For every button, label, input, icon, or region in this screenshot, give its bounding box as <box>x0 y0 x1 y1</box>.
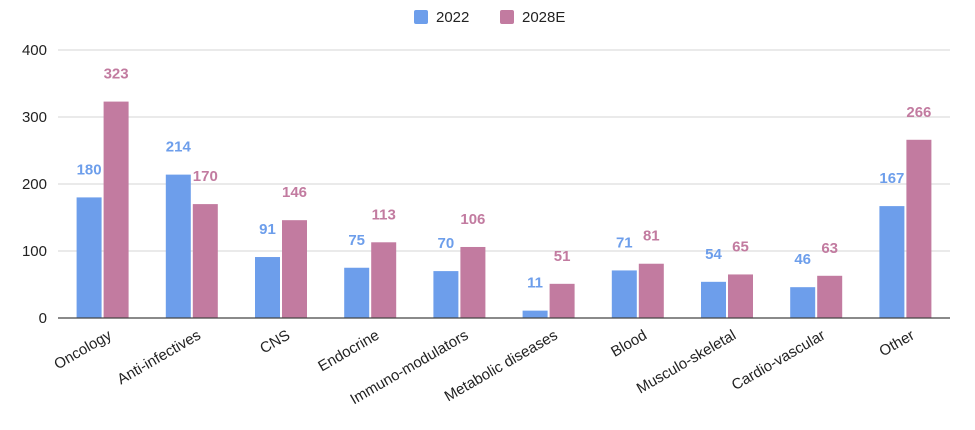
y-tick-label: 200 <box>22 176 47 193</box>
x-axis: Oncology Anti-infectives CNS EndocrineImmun… <box>51 317 950 408</box>
data-label: 146 <box>282 184 307 201</box>
bar-2028E-oncology <box>103 101 129 318</box>
x-tick-label: Blood <box>608 327 650 361</box>
data-label: 180 <box>77 161 102 178</box>
data-label: 75 <box>348 232 365 249</box>
data-label: 54 <box>705 246 722 263</box>
y-tick-label: 100 <box>22 243 47 260</box>
x-tick-label: Anti-infectives <box>114 327 203 388</box>
bar-2022-other <box>879 206 905 318</box>
bar-2022-metabolic-diseases <box>522 310 548 318</box>
bar-2028E-metabolic-diseases <box>549 283 575 318</box>
x-tick-label: Oncology <box>51 326 115 373</box>
bar-2028E-cardio-vascular <box>817 275 843 318</box>
bar-2028E-immuno-modulators <box>460 246 486 318</box>
bar-2022-endocrine <box>344 267 370 318</box>
data-label: 106 <box>460 211 485 228</box>
legend-label: 2022 <box>436 9 469 26</box>
x-tick-label: Musculo-skeletal <box>634 327 739 398</box>
bar-2022-immuno-modulators <box>433 271 459 318</box>
bar-2028E-blood <box>638 263 664 318</box>
data-label: 70 <box>438 235 455 252</box>
bars-group <box>76 101 932 318</box>
x-tick-label: Cardio-vascular <box>729 327 828 394</box>
gridlines <box>58 49 950 252</box>
x-tick-label: Other <box>876 327 917 360</box>
data-label: 11 <box>527 275 543 292</box>
data-label: 113 <box>372 206 396 223</box>
data-label: 214 <box>166 139 192 156</box>
bar-2022-anti-infectives <box>165 174 191 318</box>
legend-swatch <box>414 10 428 24</box>
data-label: 323 <box>104 66 129 83</box>
x-tick-label: Endocrine <box>315 327 382 375</box>
bar-2028E-anti-infectives <box>192 204 218 318</box>
data-label: 170 <box>193 168 218 185</box>
bar-2022-cardio-vascular <box>790 287 816 318</box>
y-axis: 0 100 200 300 400 <box>22 42 47 327</box>
y-tick-label: 400 <box>22 42 47 59</box>
y-tick-label: 300 <box>22 109 47 126</box>
data-label: 46 <box>794 251 811 268</box>
data-label: 81 <box>643 228 660 245</box>
bar-2028E-other <box>906 139 932 318</box>
data-label: 71 <box>616 234 633 251</box>
bar-2028E-musculo-skeletal <box>728 274 753 318</box>
bar-2022-oncology <box>76 197 102 318</box>
legend-label: 2028E <box>522 9 565 26</box>
x-tick-label: CNS <box>257 327 293 358</box>
legend-swatch <box>500 10 514 24</box>
y-tick-label: 0 <box>39 310 47 327</box>
bar-2022-musculo-skeletal <box>701 281 726 318</box>
data-label: 266 <box>906 104 931 121</box>
data-label: 51 <box>554 248 571 265</box>
data-label: 65 <box>732 238 749 255</box>
bar-2028E-cns <box>282 220 307 318</box>
bar-2028E-endocrine <box>371 242 397 318</box>
bar-2022-blood <box>611 270 637 318</box>
data-label: 91 <box>259 221 276 238</box>
data-label: 167 <box>879 170 904 187</box>
chart-legend: 2022 2028E <box>414 9 565 26</box>
bar-2022-cns <box>255 257 280 318</box>
data-label: 63 <box>821 240 838 257</box>
